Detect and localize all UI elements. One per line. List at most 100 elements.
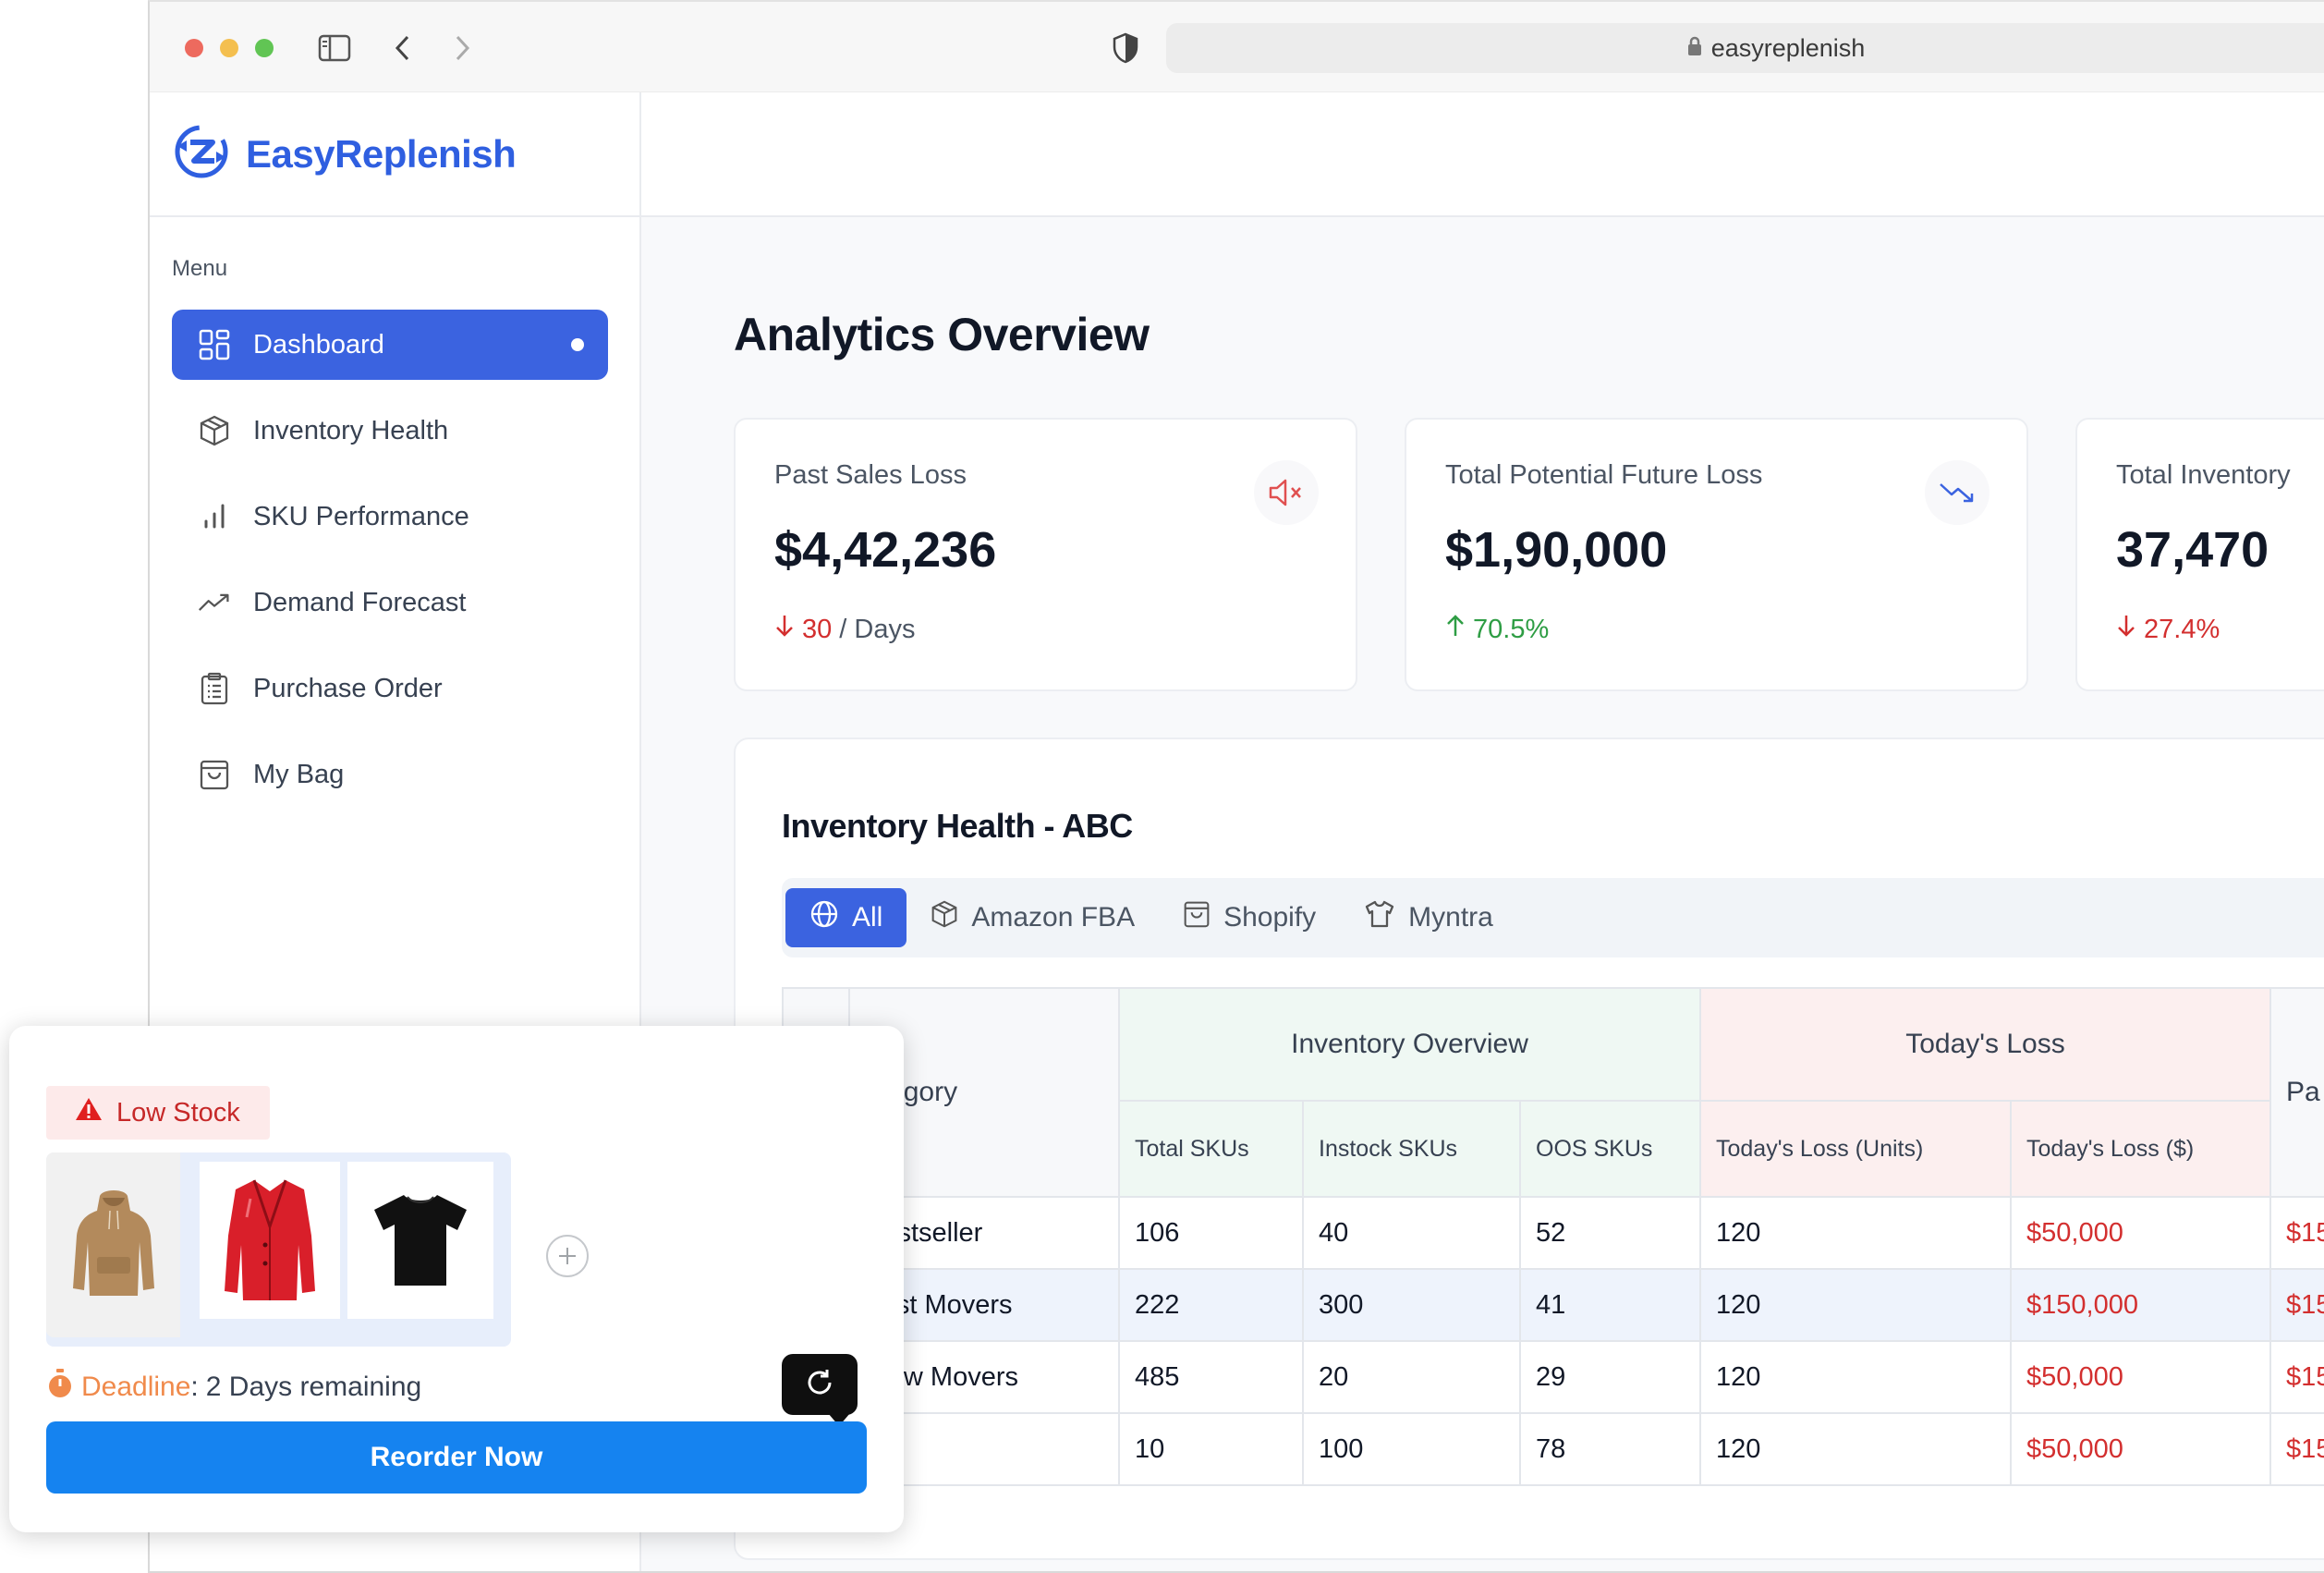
shirt-icon xyxy=(1364,899,1395,936)
refresh-icon xyxy=(804,1367,835,1403)
panel-title: Inventory Health - ABC xyxy=(782,807,1133,845)
top-header xyxy=(641,92,2324,217)
cell-loss-units: 120 xyxy=(1699,1412,2012,1486)
cell-loss-units: 120 xyxy=(1699,1268,2012,1342)
brand-name: EasyReplenish xyxy=(246,131,517,176)
sidebar-item-my-bag[interactable]: My Bag xyxy=(172,739,608,810)
cell-partial: $15 xyxy=(2269,1340,2324,1414)
arrow-up-icon xyxy=(1445,614,1466,645)
cell-instock-skus: 300 xyxy=(1302,1268,1521,1342)
trend-value: 27.4% xyxy=(2144,614,2221,644)
product-thumb-red-jacket[interactable] xyxy=(200,1162,340,1319)
url-text: easyreplenish xyxy=(1710,33,1866,62)
column-header-total-skus[interactable]: Total SKUs xyxy=(1118,1100,1304,1198)
sidebar-item-demand-forecast[interactable]: Demand Forecast xyxy=(172,567,608,638)
stopwatch-icon xyxy=(46,1368,74,1407)
main-content: Analytics Overview Past Sales Loss $4,42… xyxy=(641,92,2324,1571)
product-thumb-black-tshirt[interactable] xyxy=(347,1162,493,1319)
trend-down-icon xyxy=(1925,460,1989,525)
cell-loss-units: 120 xyxy=(1699,1340,2012,1414)
deadline-separator: : xyxy=(190,1372,199,1402)
card-trend: 30 / Days xyxy=(774,614,915,645)
badge-label: Low Stock xyxy=(116,1097,240,1128)
sidebar-item-dashboard[interactable]: Dashboard xyxy=(172,310,608,380)
warning-icon xyxy=(74,1096,103,1129)
table-row[interactable]: Bestseller 106 40 52 120 $50,000 $15 xyxy=(782,1196,2324,1270)
tab-label: All xyxy=(852,902,883,933)
forward-icon[interactable] xyxy=(444,30,481,67)
sidebar-item-inventory-health[interactable]: Inventory Health xyxy=(172,396,608,466)
deadline-row: Deadline: 2 Days remaining xyxy=(46,1368,421,1407)
group-header-todays-loss: Today's Loss xyxy=(1699,987,2271,1102)
grid-icon xyxy=(198,328,231,361)
sidebar-toggle-icon[interactable] xyxy=(316,30,353,67)
minimize-window-button[interactable] xyxy=(220,39,238,57)
cell-instock-skus: 20 xyxy=(1302,1340,1521,1414)
box-icon xyxy=(198,414,231,447)
cell-oos-skus: 78 xyxy=(1519,1412,1701,1486)
trend-value: 30 xyxy=(802,614,833,644)
reorder-now-button[interactable]: Reorder Now xyxy=(46,1421,867,1494)
sidebar-item-sku-performance[interactable]: SKU Performance xyxy=(172,482,608,552)
cell-loss-usd: $50,000 xyxy=(2010,1196,2271,1270)
address-bar[interactable]: easyreplenish xyxy=(1166,23,2324,73)
tab-myntra[interactable]: Myntra xyxy=(1340,888,1517,947)
refresh-button[interactable] xyxy=(782,1354,858,1426)
inventory-table: ntegory Inventory Overview Today's Loss … xyxy=(782,987,2324,1486)
table-row[interactable]: al 10 100 78 120 $50,000 $15 xyxy=(782,1412,2324,1486)
cell-loss-usd: $150,000 xyxy=(2010,1268,2271,1342)
box-icon xyxy=(931,899,958,936)
column-header-loss-usd[interactable]: Today's Loss ($) xyxy=(2010,1100,2271,1198)
add-product-button[interactable] xyxy=(546,1235,589,1277)
card-trend: 70.5% xyxy=(1445,614,1549,645)
trend-value: 70.5% xyxy=(1473,614,1550,644)
deadline-label: Deadline xyxy=(81,1372,191,1402)
product-thumbnails xyxy=(46,1152,511,1347)
menu-label: Menu xyxy=(172,256,228,281)
tab-label: Myntra xyxy=(1408,902,1493,933)
tab-amazon-fba[interactable]: Amazon FBA xyxy=(906,888,1159,947)
maximize-window-button[interactable] xyxy=(255,39,274,57)
tab-label: Amazon FBA xyxy=(971,902,1136,933)
shield-icon[interactable] xyxy=(1107,30,1144,67)
sidebar-item-purchase-order[interactable]: Purchase Order xyxy=(172,653,608,724)
tab-shopify[interactable]: Shopify xyxy=(1159,888,1340,947)
arrow-down-icon xyxy=(2116,614,2136,645)
cell-oos-skus: 41 xyxy=(1519,1268,1701,1342)
arrow-down-icon xyxy=(774,614,795,645)
low-stock-badge: Low Stock xyxy=(46,1086,270,1140)
cell-total-skus: 10 xyxy=(1118,1412,1304,1486)
close-window-button[interactable] xyxy=(185,39,203,57)
back-icon[interactable] xyxy=(384,30,421,67)
tab-label: Shopify xyxy=(1223,902,1317,933)
brand-logo[interactable]: EasyReplenish xyxy=(150,92,639,217)
cell-oos-skus: 29 xyxy=(1519,1340,1701,1414)
bag-icon xyxy=(198,758,231,791)
cell-total-skus: 222 xyxy=(1118,1268,1304,1342)
column-header-oos-skus[interactable]: OOS SKUs xyxy=(1519,1100,1701,1198)
product-thumb-hoodie[interactable] xyxy=(46,1152,180,1337)
column-header-loss-units[interactable]: Today's Loss (Units) xyxy=(1699,1100,2012,1198)
cell-partial: $15 xyxy=(2269,1268,2324,1342)
channel-tabs: All Amazon FBA Shopify xyxy=(782,878,2324,957)
lock-icon xyxy=(1687,34,1702,63)
card-value: $4,42,236 xyxy=(774,522,997,578)
card-value: $1,90,000 xyxy=(1445,522,1668,578)
cell-partial: $15 xyxy=(2269,1196,2324,1270)
stat-card-future-loss[interactable]: Total Potential Future Loss $1,90,000 70… xyxy=(1405,418,2028,691)
bar-chart-icon xyxy=(198,500,231,533)
cell-total-skus: 485 xyxy=(1118,1340,1304,1414)
browser-titlebar: easyreplenish xyxy=(150,2,2324,92)
table-row[interactable]: Fast Movers 222 300 41 120 $150,000 $15 xyxy=(782,1268,2324,1342)
cell-loss-usd: $50,000 xyxy=(2010,1340,2271,1414)
cell-instock-skus: 40 xyxy=(1302,1196,1521,1270)
cell-instock-skus: 100 xyxy=(1302,1412,1521,1486)
deadline-value: 2 Days remaining xyxy=(205,1372,422,1402)
sidebar-item-label: SKU Performance xyxy=(253,501,469,531)
table-row[interactable]: Slow Movers 485 20 29 120 $50,000 $15 xyxy=(782,1340,2324,1414)
stat-card-total-inventory[interactable]: Total Inventory 37,470 27.4% xyxy=(2075,418,2324,691)
cell-loss-usd: $50,000 xyxy=(2010,1412,2271,1486)
stat-card-past-sales-loss[interactable]: Past Sales Loss $4,42,236 30 / Days xyxy=(734,418,1357,691)
tab-all[interactable]: All xyxy=(785,888,907,947)
column-header-instock-skus[interactable]: Instock SKUs xyxy=(1302,1100,1521,1198)
